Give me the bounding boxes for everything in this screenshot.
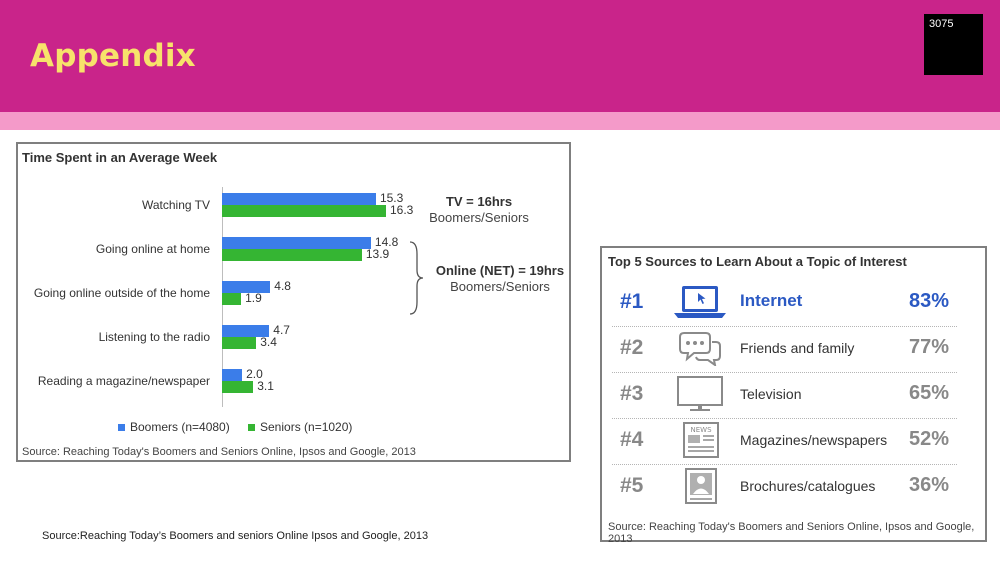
monitor-icon [677, 376, 723, 411]
source-name: Internet [740, 291, 803, 310]
chart-title: Time Spent in an Average Week [22, 150, 218, 165]
bar-value-label: 14.8 [374, 235, 399, 249]
source-name: Brochures/catalogues [740, 478, 876, 494]
bar-value-label: 4.7 [273, 323, 290, 337]
table-row: #4 NEWS Magazines/newspapers 52% [612, 418, 957, 465]
table-title: Top 5 Sources to Learn About a Topic of … [608, 254, 907, 269]
speech-bubbles-icon [679, 332, 721, 366]
time-spent-chart: Time Spent in an Average Week TV = 16hrs… [16, 142, 571, 462]
table-row: #2 Friends and family 77% [612, 326, 957, 373]
newspaper-icon: NEWS [683, 422, 719, 458]
bar-seniors [222, 249, 362, 261]
bar-value-label: 3.4 [260, 335, 277, 349]
table-row: #1 Internet 83% [612, 280, 957, 327]
bar-boomers [222, 193, 376, 205]
bar-value-label: 16.3 [390, 203, 414, 217]
rank-label: #4 [620, 428, 644, 451]
rank-label: #2 [620, 336, 644, 359]
bar-value-label: 1.9 [245, 291, 262, 305]
bar-boomers [222, 281, 271, 293]
category-label: Listening to the radio [98, 330, 210, 344]
table-row: #5 Brochures/catalogues 36% [612, 464, 957, 510]
source-name: Magazines/newspapers [740, 432, 888, 448]
online-annotation-sub: Boomers/Seniors [450, 279, 550, 294]
source-name: Television [740, 386, 802, 402]
top-sources-table: Top 5 Sources to Learn About a Topic of … [600, 246, 987, 545]
bar-value-label: 15.3 [379, 191, 404, 205]
category-label: Going online at home [95, 242, 210, 256]
bar-boomers [222, 325, 270, 337]
source-percent: 36% [908, 474, 949, 496]
newspaper-icon-label: NEWS [690, 426, 712, 434]
bar-boomers [222, 369, 243, 381]
source-percent: 83% [908, 290, 949, 312]
online-brace [409, 241, 424, 315]
source-name: Friends and family [740, 340, 855, 356]
source-percent: 77% [908, 336, 949, 358]
bar-boomers [222, 237, 371, 249]
category-label: Reading a magazine/newspaper [37, 374, 210, 388]
tv-annotation-title: TV = 16hrs [445, 194, 513, 209]
slide-header: Appendix 3075 [0, 0, 1000, 112]
online-annotation-title: Online (NET) = 19hrs [435, 263, 565, 278]
footer-source: Source:Reaching Today’s Boomers and seni… [42, 530, 429, 542]
bar-seniors [222, 205, 386, 217]
legend-swatch-boomers [118, 424, 125, 432]
table-row: #3 Television 65% [612, 372, 957, 419]
slide-number: 3075 [924, 14, 983, 75]
legend-seniors: Seniors (n=1020) [248, 420, 352, 434]
tv-annotation-sub: Boomers/Seniors [429, 210, 529, 225]
chart-source: Source: Reaching Today's Boomers and Sen… [22, 446, 416, 458]
bar-value-label: 2.0 [246, 367, 263, 381]
rank-label: #1 [620, 290, 644, 313]
header-band [0, 112, 1000, 130]
source-percent: 65% [908, 382, 949, 404]
category-label: Going online outside of the home [33, 286, 210, 300]
slide-title: Appendix [30, 38, 196, 74]
source-percent: 52% [908, 428, 949, 450]
bar-value-label: 3.1 [257, 379, 274, 393]
bar-seniors [222, 337, 257, 349]
laptop-icon [674, 286, 726, 318]
table-source: Source: Reaching Today's Boomers and Sen… [608, 521, 975, 545]
bar-value-label: 4.8 [274, 279, 291, 293]
legend-boomers: Boomers (n=4080) [118, 420, 230, 434]
rank-label: #5 [620, 474, 644, 497]
bar-value-label: 13.9 [365, 247, 390, 261]
brochure-icon [685, 468, 717, 504]
bar-seniors [222, 381, 254, 393]
category-label: Watching TV [141, 198, 210, 212]
legend-swatch-seniors [248, 424, 255, 432]
rank-label: #3 [620, 382, 644, 405]
bar-seniors [222, 293, 242, 305]
